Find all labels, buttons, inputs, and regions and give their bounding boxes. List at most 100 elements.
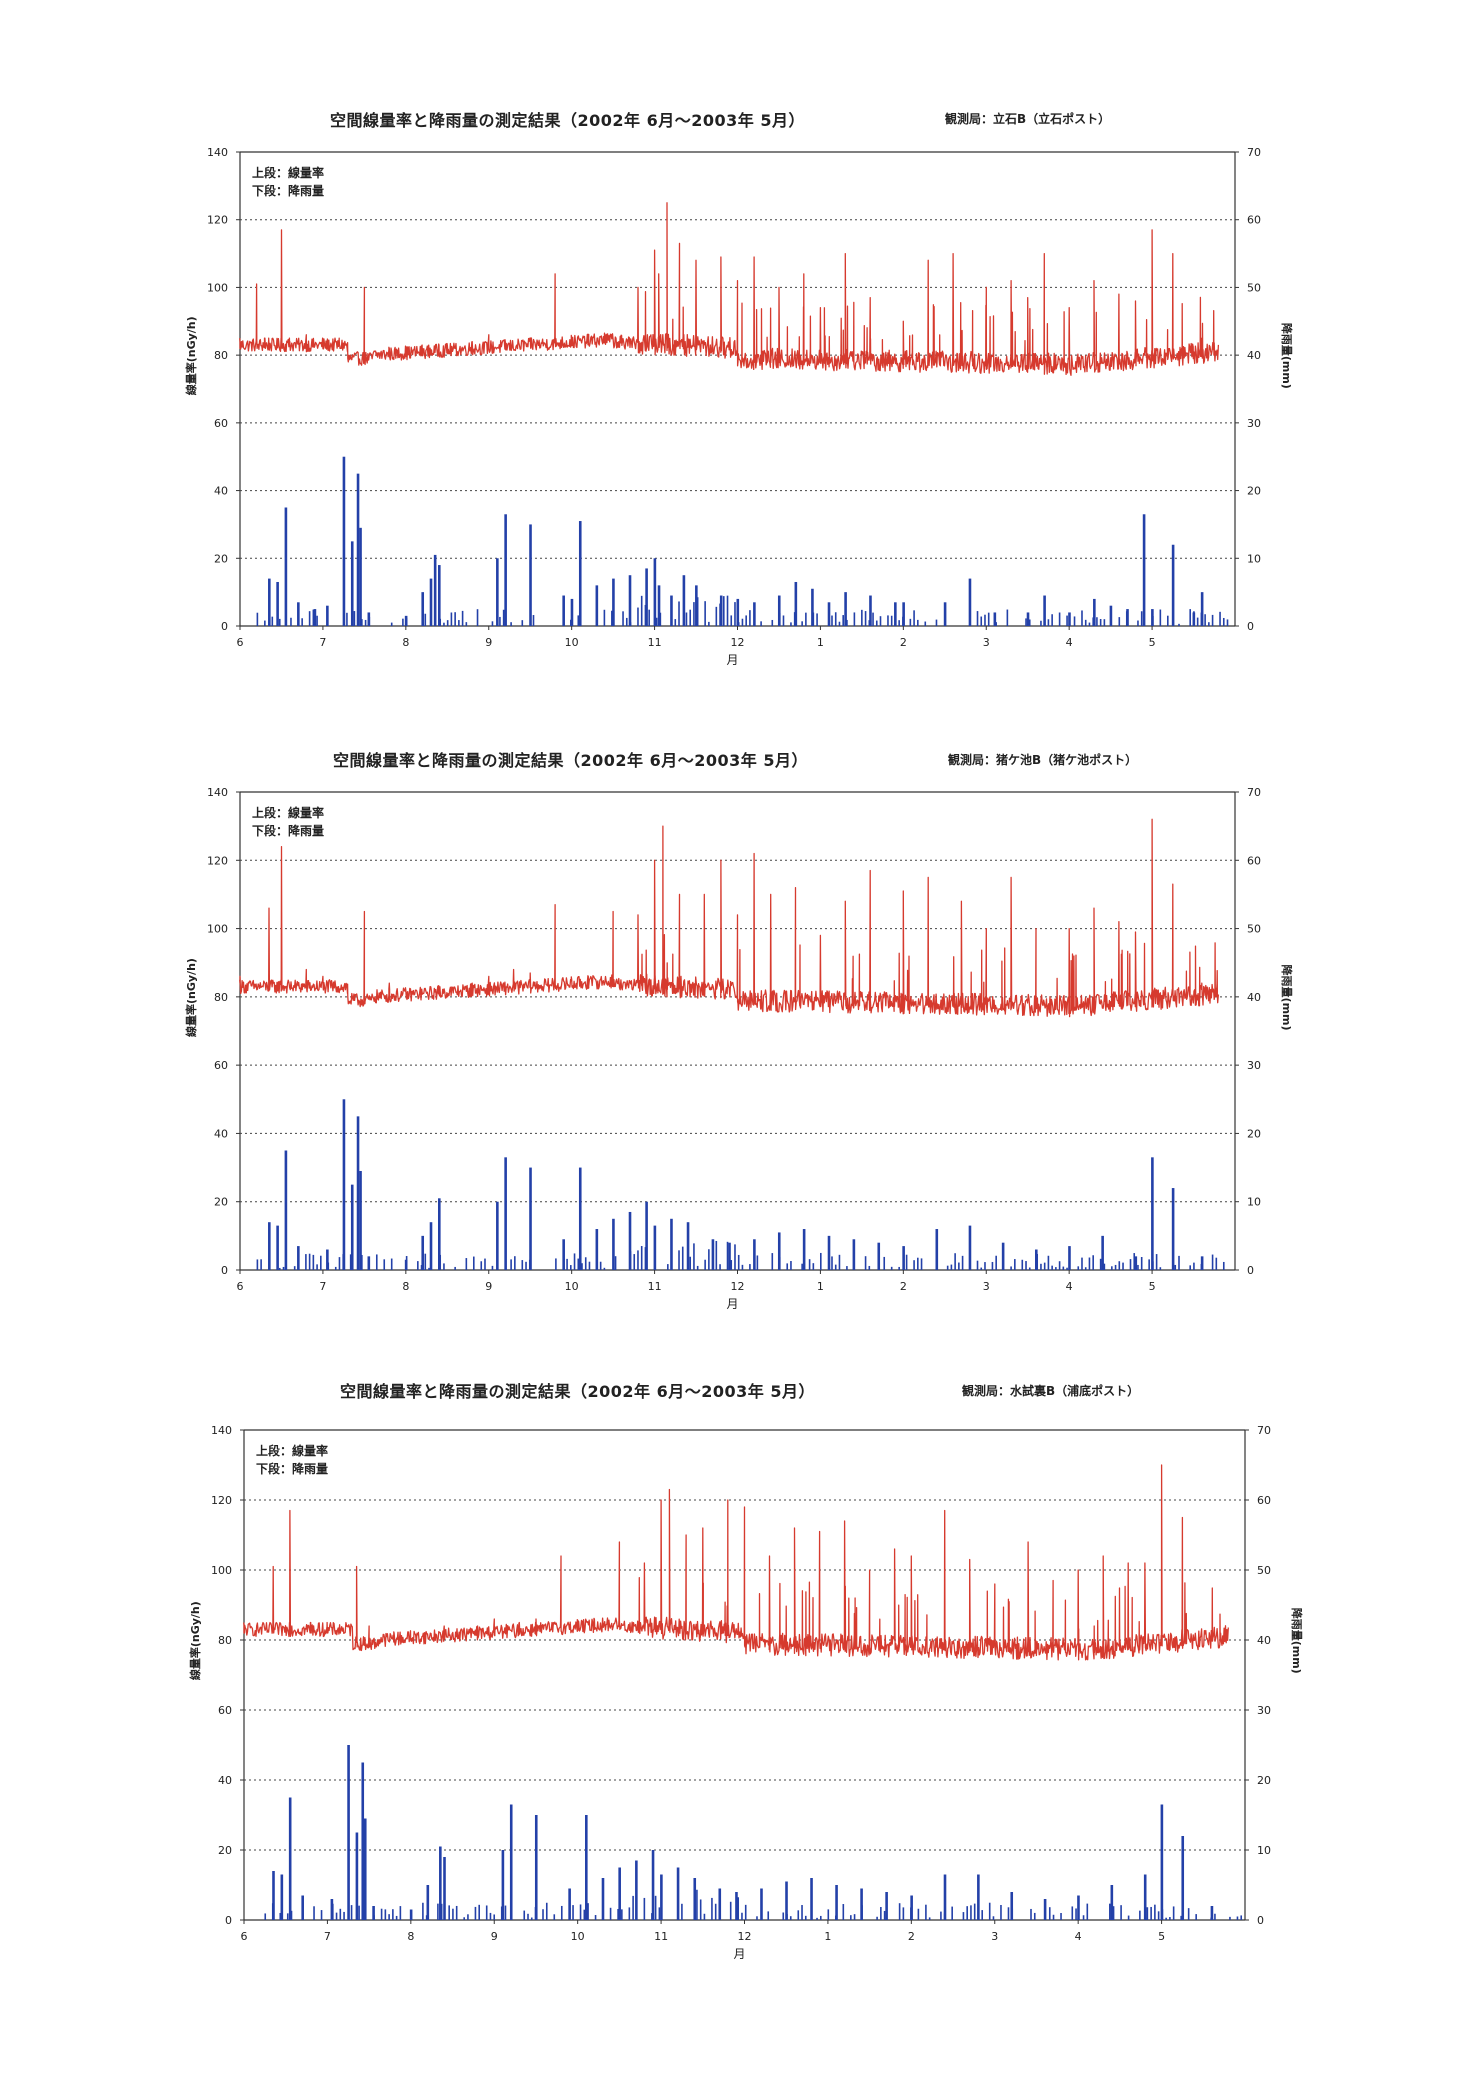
rain-bar-minor	[424, 1253, 427, 1270]
rain-bar-minor	[1189, 1265, 1191, 1270]
legend-item: 上段：線量率	[252, 805, 324, 820]
rain-bar-minor	[925, 1904, 927, 1920]
rain-bar	[1001, 1242, 1005, 1270]
dose-rate-line	[239, 818, 1220, 1018]
rain-bar-minor	[278, 618, 281, 626]
rain-bar-minor	[913, 610, 915, 626]
rain-bar	[1200, 592, 1204, 626]
rain-bar-minor	[588, 1261, 591, 1270]
rain-bar-minor	[1140, 1257, 1143, 1270]
rain-bar-minor	[689, 609, 692, 626]
rain-bar	[802, 1229, 806, 1270]
rain-bar	[670, 1218, 673, 1270]
y-right-tick-label: 50	[1247, 281, 1261, 294]
rain-bar-minor	[1058, 1261, 1061, 1270]
rain-bar-minor	[729, 1901, 732, 1920]
rain-bar-minor	[1055, 1267, 1057, 1270]
rain-bar-minor	[749, 610, 751, 626]
rain-bar-minor	[320, 1910, 323, 1920]
rain-bar-minor	[708, 1249, 710, 1270]
rain-bar	[313, 609, 317, 626]
x-tick-label: 7	[324, 1930, 331, 1943]
rain-bar	[645, 1201, 648, 1270]
rain-bar	[1200, 1256, 1204, 1270]
x-tick-label: 8	[402, 1280, 409, 1293]
rain-bar-minor	[1103, 1263, 1106, 1270]
rain-bar-minor	[970, 1905, 972, 1920]
chart-title: 空間線量率と降雨量の測定結果（2002年 6月～2003年 5月）	[340, 1382, 815, 1401]
rain-bar-minor	[452, 1908, 454, 1920]
rain-bar-minor	[1084, 1267, 1087, 1270]
rain-bar-minor	[523, 1910, 526, 1920]
x-tick-label: 2	[908, 1930, 915, 1943]
x-tick-label: 12	[731, 636, 745, 649]
rain-bar-minor	[1146, 1907, 1149, 1920]
rain-bar-minor	[1118, 617, 1121, 626]
rain-bar	[810, 1878, 813, 1920]
rain-bar-minor	[388, 1914, 390, 1920]
rain-bar-minor	[484, 1258, 486, 1270]
rain-bar-minor	[1211, 1254, 1214, 1270]
rain-bar-minor	[1215, 1257, 1218, 1270]
rain-bar-minor	[1066, 615, 1068, 626]
rain-bar-minor	[392, 1909, 394, 1920]
rain-bar	[1192, 612, 1196, 626]
rain-bar-minor	[339, 1908, 342, 1920]
rain-bar	[268, 1222, 271, 1270]
rain-bar-minor	[282, 1266, 285, 1270]
rain-bar-minor	[801, 1905, 803, 1920]
rain-bar	[372, 1906, 375, 1920]
x-tick-label: 11	[648, 1280, 662, 1293]
rain-bar	[635, 1860, 638, 1920]
rain-bar-minor	[1096, 617, 1098, 626]
rain-bar	[585, 1815, 588, 1920]
rain-bar-minor	[711, 1897, 713, 1920]
y-right-tick-label: 10	[1247, 552, 1261, 565]
rain-bar-minor	[448, 1905, 450, 1920]
rain-bar-minor	[1165, 1917, 1167, 1920]
rain-bar	[1171, 544, 1175, 626]
rain-bar-minor	[611, 610, 613, 626]
x-tick-label: 12	[731, 1280, 745, 1293]
rain-bar-minor	[1154, 1904, 1156, 1920]
rain-bar-minor	[696, 597, 699, 626]
rain-bar-minor	[1187, 1908, 1190, 1920]
y-tick-label: 40	[214, 485, 228, 498]
rain-bar	[297, 602, 300, 626]
rain-bar-minor	[264, 1913, 267, 1920]
rain-bar	[612, 578, 615, 626]
x-tick-label: 2	[900, 1280, 907, 1293]
rain-bar	[1171, 1188, 1175, 1270]
rain-bar-minor	[1058, 612, 1061, 626]
rain-bar-minor	[458, 620, 460, 626]
rain-bar-minor	[715, 1240, 718, 1270]
rain-bar-minor	[290, 1910, 293, 1920]
rain-bar-minor	[617, 1908, 619, 1920]
rain-bar	[601, 1878, 605, 1920]
rain-bar-minor	[614, 1256, 617, 1270]
rain-bar-minor	[726, 595, 729, 626]
rain-bar-minor	[525, 1261, 527, 1270]
y-right-tick-label: 70	[1247, 146, 1261, 159]
rain-bar-minor	[737, 1254, 740, 1270]
rain-bar-minor	[767, 1911, 770, 1920]
rain-bar-minor	[1155, 1254, 1158, 1270]
legend-item: 下段：降雨量	[256, 1461, 328, 1476]
rain-bar-minor	[489, 1912, 492, 1920]
y-tick-label: 140	[207, 786, 228, 799]
rain-bar-minor	[1139, 1910, 1141, 1920]
rain-bar-minor	[872, 612, 874, 626]
y-right-tick-label: 20	[1257, 1774, 1271, 1787]
rain-bar	[943, 1874, 947, 1920]
rain-bar-minor	[681, 1903, 683, 1920]
rain-bar-minor	[587, 1903, 589, 1920]
rain-bar	[509, 1804, 513, 1920]
rain-bar-minor	[353, 611, 356, 626]
rain-bar-minor	[801, 1263, 803, 1270]
rain-bar-minor	[1007, 1907, 1010, 1920]
rain-bar-minor	[478, 1904, 481, 1920]
rain-bar-minor	[917, 1257, 919, 1270]
x-tick-label: 2	[900, 636, 907, 649]
chart-svg: 0 20 40 60 80 100 120 140 0 10 20 30 40 50 60 70 6 7 8 9 10 1…	[184, 786, 1294, 1311]
x-tick-label: 9	[485, 1280, 492, 1293]
